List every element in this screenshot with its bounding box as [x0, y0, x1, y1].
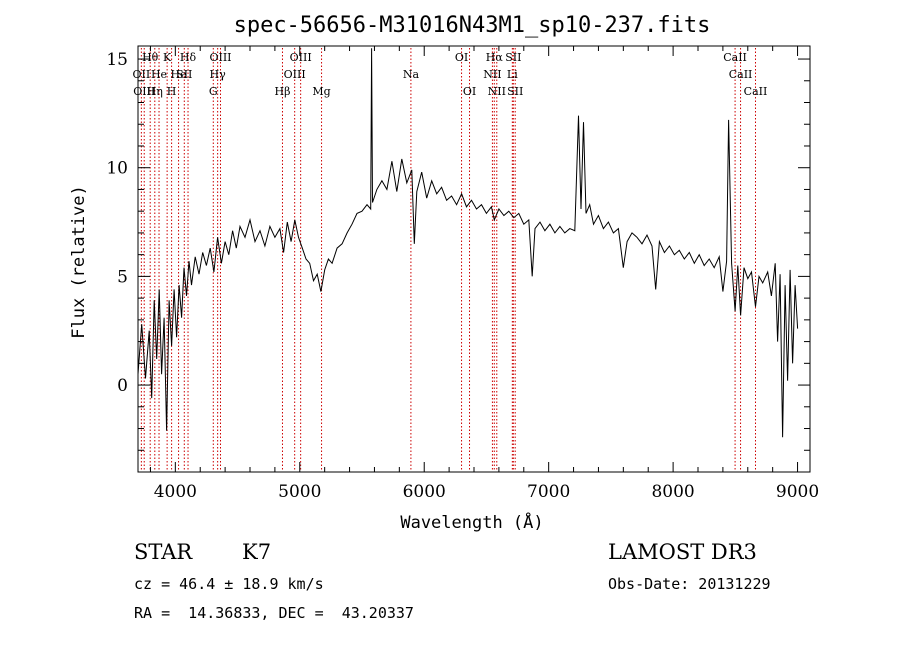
line-marker-label-2: Hθ [142, 51, 159, 64]
line-marker-label-3: Hη [147, 85, 163, 98]
chart-title: spec-56656-M31016N43M1_sp10-237.fits [234, 13, 711, 38]
line-marker-label-17: Na [403, 68, 420, 81]
survey-name: LAMOST DR3 [608, 540, 757, 564]
x-tick-label-3: 7000 [527, 482, 570, 502]
sky-coordinates: RA = 14.36833, DEC = 43.20337 [134, 604, 414, 622]
axis-ticks: 4000 5000 6000 7000 8000 9000 0 5 10 15 [106, 46, 819, 502]
observation-date: Obs-Date: 20131229 [608, 575, 771, 593]
y-axis-label: Flux (relative) [69, 185, 89, 339]
line-marker-label-14: OIII [284, 68, 306, 81]
object-class: STAR [134, 540, 193, 564]
spectrum-series-line [137, 48, 799, 438]
line-marker-label-25: SII [507, 85, 523, 98]
line-marker-labels: OIIOIIIHθHηHeKHHeSIIHδGHγOIIIHβOIIIOIIIM… [133, 51, 768, 98]
line-marker-label-16: Mg [312, 85, 330, 98]
line-marker-label-24: SII [505, 51, 521, 64]
line-marker-label-6: H [167, 85, 177, 98]
y-tick-label-2: 10 [106, 159, 128, 179]
line-marker-label-13: Hβ [275, 85, 291, 98]
line-marker-label-12: OIII [209, 51, 231, 64]
line-marker-label-7: He [171, 68, 187, 81]
x-tick-label-1: 5000 [278, 482, 321, 502]
line-marker-label-23: Li [507, 68, 518, 81]
x-tick-label-5: 9000 [776, 482, 819, 502]
line-marker-label-22: NII [488, 85, 506, 98]
line-marker-label-15: OIII [290, 51, 312, 64]
line-markers [140, 48, 756, 472]
line-marker-label-0: OII [133, 68, 151, 81]
line-marker-label-8: SII [176, 68, 192, 81]
line-marker-label-9: Hδ [180, 51, 197, 64]
line-marker-label-11: Hγ [210, 68, 227, 81]
line-marker-label-1: OIII [133, 85, 155, 98]
line-marker-label-20: NII [483, 68, 501, 81]
line-marker-label-5: K [163, 51, 172, 64]
x-tick-label-2: 6000 [403, 482, 446, 502]
y-tick-label-3: 15 [106, 50, 128, 70]
x-tick-label-4: 8000 [651, 482, 694, 502]
line-marker-label-21: Hα [486, 51, 504, 64]
y-tick-label-1: 5 [117, 267, 128, 287]
line-marker-label-27: CaII [729, 68, 753, 81]
x-axis-label: Wavelength (Å) [400, 511, 543, 533]
x-tick-label-0: 4000 [154, 482, 197, 502]
line-marker-label-10: G [209, 85, 218, 98]
line-marker-label-26: CaII [723, 51, 747, 64]
object-subclass: K7 [242, 540, 272, 564]
line-marker-label-28: CaII [744, 85, 768, 98]
y-tick-label-0: 0 [117, 376, 128, 396]
redshift-velocity: cz = 46.4 ± 18.9 km/s [134, 575, 324, 593]
line-marker-label-4: He [151, 68, 167, 81]
line-marker-label-18: OI [455, 51, 468, 64]
line-marker-label-19: OI [463, 85, 476, 98]
